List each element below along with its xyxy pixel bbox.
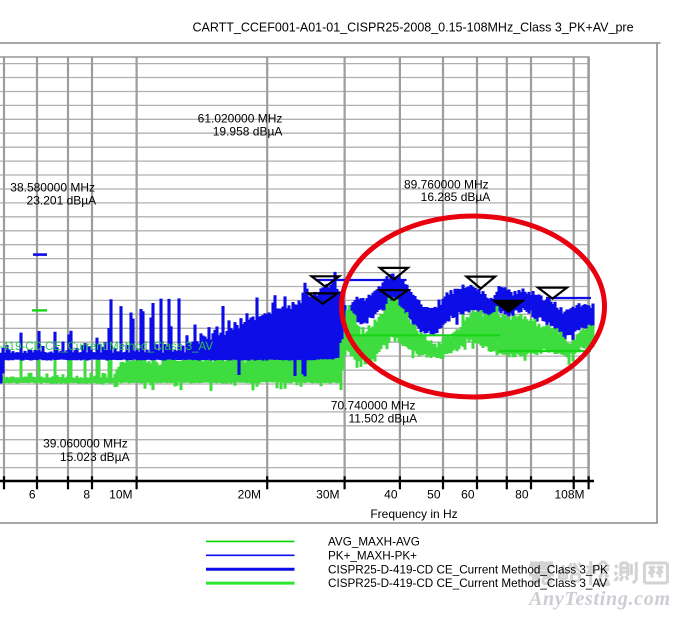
svg-text:8: 8: [83, 488, 90, 502]
svg-text:11.502 dBµA: 11.502 dBµA: [348, 412, 417, 426]
svg-text:50: 50: [427, 488, 441, 502]
svg-text:6: 6: [29, 488, 36, 502]
svg-text:30M: 30M: [316, 488, 339, 502]
svg-text:20M: 20M: [238, 488, 261, 502]
svg-text:80: 80: [515, 488, 529, 502]
svg-text:16.285 dBµA: 16.285 dBµA: [421, 190, 491, 204]
svg-text:AnyTesting.com: AnyTesting.com: [527, 588, 670, 610]
svg-text:CISPR25-D-419-CD CE_Current Me: CISPR25-D-419-CD CE_Current Method_Class…: [0, 341, 213, 353]
svg-text:CISPR25-D-419-CD CE_Current Me: CISPR25-D-419-CD CE_Current Method_Class…: [328, 563, 608, 576]
svg-text:39.060000 MHz: 39.060000 MHz: [43, 436, 128, 450]
svg-text:89.760000 MHz: 89.760000 MHz: [404, 178, 489, 192]
svg-text:23.201 dBµA: 23.201 dBµA: [27, 194, 97, 208]
svg-text:40: 40: [384, 488, 398, 502]
svg-text:CISPR25-D-419-CD CE_Current Me: CISPR25-D-419-CD CE_Current Method_Class…: [328, 577, 607, 590]
svg-text:Frequency in Hz: Frequency in Hz: [370, 507, 457, 521]
svg-text:38.580000 MHz: 38.580000 MHz: [10, 181, 95, 195]
svg-text:CARTT_CCEF001-A01-01_CISPR25-2: CARTT_CCEF001-A01-01_CISPR25-2008_0.15-1…: [192, 21, 633, 35]
svg-text:AVG_MAXH-AVG: AVG_MAXH-AVG: [328, 536, 420, 549]
svg-text:70.740000 MHz: 70.740000 MHz: [331, 399, 416, 413]
svg-text:19.958 dBµA: 19.958 dBµA: [213, 125, 283, 139]
svg-text:61.020000 MHz: 61.020000 MHz: [198, 112, 283, 126]
svg-text:15.023 dBµA: 15.023 dBµA: [60, 450, 130, 464]
svg-text:10M: 10M: [109, 488, 132, 502]
svg-text:60: 60: [461, 488, 475, 502]
svg-text:108M: 108M: [554, 488, 584, 502]
svg-text:PK+_MAXH-PK+: PK+_MAXH-PK+: [328, 549, 417, 562]
